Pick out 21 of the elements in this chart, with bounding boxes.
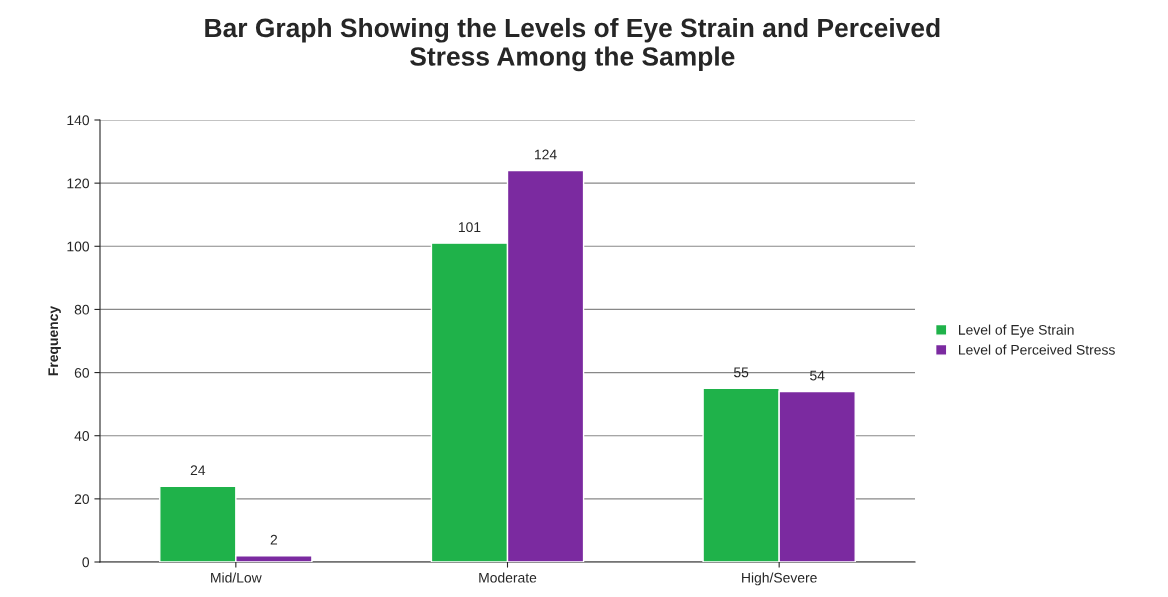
y-axis-title: Frequency <box>48 305 61 376</box>
data-label: 2 <box>270 534 278 545</box>
y-tick-label: 80 <box>74 304 90 315</box>
x-tick-label: Moderate <box>479 572 537 583</box>
x-tick-label: Mid/Low <box>211 572 262 583</box>
data-label: 54 <box>810 370 825 381</box>
data-label: 24 <box>190 465 206 476</box>
chart-title: Bar Graph Showing the Levels of Eye Strain and Perceived Stress Among the Sample <box>205 17 940 72</box>
y-tick-label: 20 <box>74 494 90 505</box>
y-tick-label: 60 <box>74 367 90 378</box>
y-tick-label: 0 <box>82 557 90 568</box>
y-tick-label: 140 <box>67 115 90 126</box>
legend-label: Level of Eye Strain <box>959 324 1074 338</box>
data-label: 101 <box>458 222 481 233</box>
y-tick-label: 120 <box>67 178 90 189</box>
y-tick-label: 100 <box>67 241 90 252</box>
data-label: 124 <box>535 149 557 160</box>
y-tick-label: 40 <box>74 431 90 441</box>
data-label: 55 <box>733 367 749 378</box>
x-tick-label: High/Severe <box>742 572 817 586</box>
legend-label: Level of Perceived Stress <box>959 344 1115 355</box>
